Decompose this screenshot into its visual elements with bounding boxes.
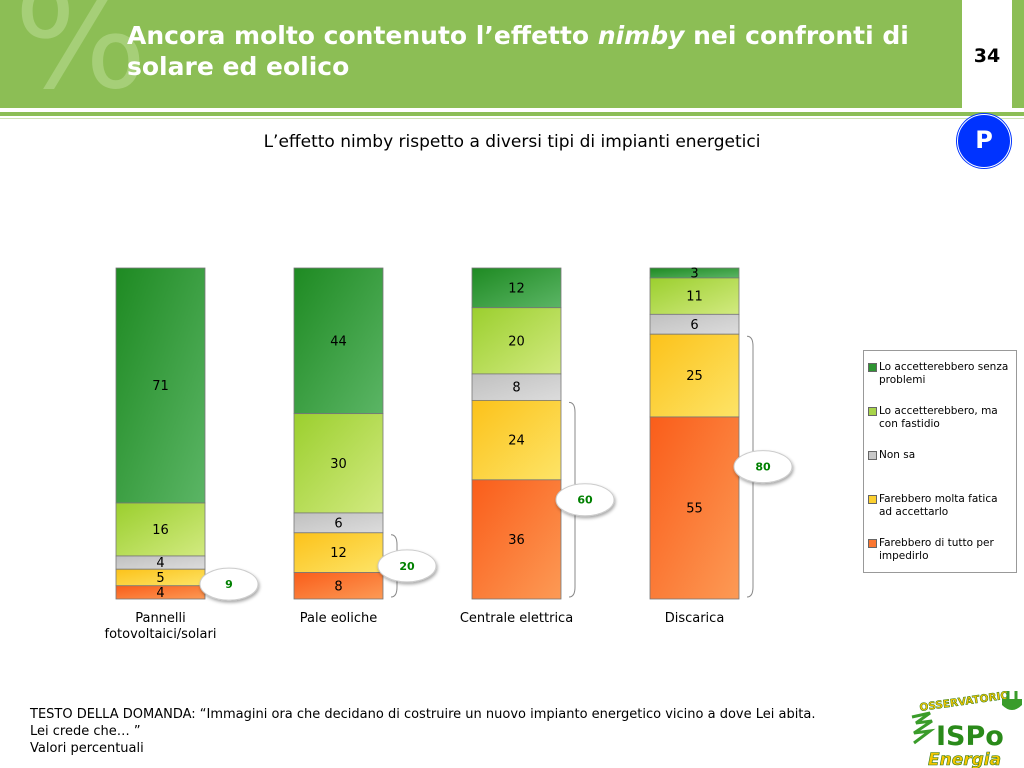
bar-segment [649,416,740,600]
bracket-total-bubble [199,567,259,601]
bracket-total-bubble [555,483,615,517]
legend-label: Lo accetterebbero senza problemi [879,361,1009,386]
title-part-1: Ancora molto contenuto l’effetto [127,21,598,50]
data-label: 36 [508,533,525,548]
legend-label: Lo accetterebbero, ma con fastidio [879,405,998,430]
p-badge-icon: P [957,114,1011,168]
bracket-total-bubble [377,549,437,583]
data-label: 6 [334,516,342,531]
logo-brand: ISPo [936,721,1004,752]
question-footer: TESTO DELLA DOMANDA: “Immagini ora che d… [30,706,910,757]
data-label: 71 [152,379,169,394]
data-label: 11 [686,290,703,305]
legend-swatch [868,539,877,548]
data-label: 20 [508,334,525,349]
data-label: 12 [508,281,525,296]
data-label: 4 [156,556,164,571]
footer-question-end: Lei crede che… ” [30,724,141,739]
footer-question: TESTO DELLA DOMANDA: “Immagini ora che d… [30,707,816,722]
data-label: 30 [330,457,347,472]
bar-segment [471,267,562,309]
legend-swatch [868,451,877,460]
category-label: Discarica [665,611,725,626]
data-label: 16 [152,523,169,538]
category-label: Centrale elettrica [460,611,573,626]
bracket-total-label: 60 [577,494,593,507]
header-bar: % Ancora molto contenuto l’effetto nimby… [0,0,962,108]
legend-label: Farebbero di tutto per impedirlo [879,537,994,562]
bar-segment [471,307,562,375]
legend-label: Farebbero molta fatica ad accettarlo [879,493,998,518]
legend-swatch [868,363,877,372]
bar-segment [471,399,562,481]
slide-title: Ancora molto contenuto l’effetto nimby n… [127,20,927,82]
bar-segment [293,532,384,573]
bar-segment [293,572,384,600]
chart-title: L’effetto nimby rispetto a diversi tipi … [263,132,761,152]
header-divider [0,112,1024,116]
page-number: 34 [962,0,1012,108]
page-strip [1012,0,1024,108]
legend-label: Non sa [879,449,916,461]
bracket-total-label: 9 [225,578,233,591]
bar-segment [293,413,384,514]
data-label: 6 [690,318,698,333]
data-label: 5 [156,571,164,586]
data-label: 24 [508,434,525,449]
title-emphasis: nimby [597,21,685,50]
bar-segment [471,479,562,600]
data-label: 25 [686,369,703,384]
plug-prongs-icon [1006,691,1018,699]
plug-icon [1002,699,1022,710]
category-label: Pannelli [135,611,186,626]
bar-segment [293,267,384,415]
legend-swatch [868,407,877,416]
logo-bottom-text: Energia [928,750,1001,768]
data-label: 8 [334,579,342,594]
data-label: 55 [686,501,703,516]
data-label: 44 [330,334,347,349]
bar-segment [115,502,206,557]
logo-top-text: OSSERVATORIO [919,689,1010,713]
header-divider-thin [0,118,1024,119]
percent-decoration-icon: % [14,0,148,108]
legend-swatch [868,495,877,504]
data-label: 8 [512,381,520,396]
data-label: 12 [330,546,347,561]
bracket-total-bubble [733,450,793,484]
ispo-energia-logo: OSSERVATORIO ISPo Energia [911,689,1022,768]
bar-segment [115,267,206,504]
chart-legend: Lo accetterebbero senza problemi Lo accet… [863,350,1017,573]
category-label: fotovoltaici/solari [105,627,217,642]
title-part-2: nei confronti di solare ed eolico [127,21,909,81]
coil-icon [911,711,936,745]
category-label: Pale eoliche [300,611,378,626]
bracket-total-label: 20 [399,560,415,573]
data-label: 4 [156,586,164,601]
data-label: 3 [690,266,698,281]
bracket-total-label: 80 [755,461,771,474]
footer-note: Valori percentuali [30,741,144,756]
